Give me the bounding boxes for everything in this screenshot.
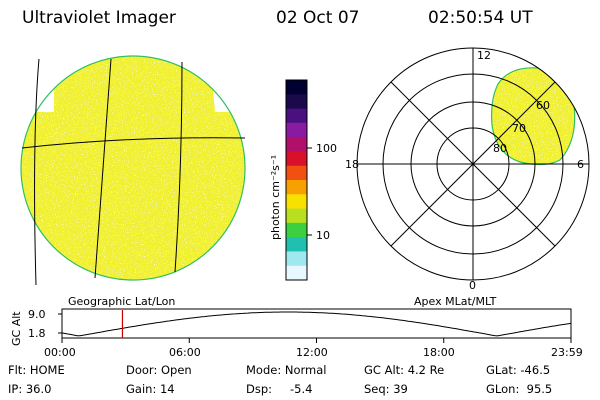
time-label: 02:50:54 UT xyxy=(428,8,533,28)
status-flight: Flt: HOME xyxy=(8,363,65,377)
colorbar-tick-10: 10 xyxy=(316,229,330,242)
colorbar-segment xyxy=(286,194,307,210)
time-tick-2: 12:00 xyxy=(296,346,328,359)
mlat-label-60: 60 xyxy=(536,99,550,112)
colorbar-label: photon cm⁻²s⁻¹ xyxy=(269,155,282,240)
colorbar-segment xyxy=(286,265,307,281)
status-door: Door: Open xyxy=(126,363,192,377)
alt-axis-label: GC Alt xyxy=(10,311,23,346)
colorbar-segment xyxy=(286,165,307,181)
geographic-caption: Geographic Lat/Lon xyxy=(68,295,176,308)
time-tick-0: 00:00 xyxy=(44,346,76,359)
colorbar-segment xyxy=(286,208,307,224)
colorbar-ticks: 100 10 photon cm⁻²s⁻¹ xyxy=(269,142,337,242)
colorbar-segment xyxy=(286,94,307,110)
colorbar-tick-100: 100 xyxy=(316,142,337,155)
colorbar-segment xyxy=(286,108,307,124)
altitude-track: 9.0 1.8 GC Alt xyxy=(10,308,572,346)
colorbar-segment xyxy=(286,80,307,95)
mlat-label-70: 70 xyxy=(512,122,526,135)
status-ip: IP: 36.0 xyxy=(8,382,52,396)
colorbar-segment xyxy=(286,122,307,138)
status-glat: GLat: -46.5 xyxy=(486,363,551,377)
colorbar-segment xyxy=(286,151,307,167)
colorbar-segment xyxy=(286,180,307,195)
time-tick-3: 18:00 xyxy=(423,346,455,359)
date-label: 02 Oct 07 xyxy=(276,8,360,28)
mlat-label-80: 80 xyxy=(493,142,507,155)
colorbar-segment xyxy=(286,251,307,267)
colorbar xyxy=(285,79,308,281)
status-glon: GLon: 95.5 xyxy=(486,382,553,396)
mlt-label-6: 6 xyxy=(577,158,584,171)
status-gc-alt: GC Alt: 4.2 Re xyxy=(364,363,445,377)
instrument-title: Ultraviolet Imager xyxy=(22,8,176,28)
polar-image-panel: 12 18 6 0 80 70 60 xyxy=(345,47,590,292)
alt-tick-9: 9.0 xyxy=(28,308,46,321)
status-mode: Mode: Normal xyxy=(246,363,327,377)
colorbar-segment xyxy=(286,237,307,252)
time-tick-4: 23:59 xyxy=(551,346,583,359)
time-tick-1: 06:00 xyxy=(169,346,201,359)
status-gain: Gain: 14 xyxy=(126,382,175,396)
colorbar-segment xyxy=(286,137,307,152)
status-dsp-value: -5.4 xyxy=(290,382,313,396)
colorbar-segment xyxy=(286,222,307,238)
mlt-label-18: 18 xyxy=(345,158,359,171)
status-seq: Seq: 39 xyxy=(364,382,408,396)
mlt-label-0: 0 xyxy=(469,279,476,292)
alt-tick-1-8: 1.8 xyxy=(28,327,46,340)
apex-caption: Apex MLat/MLT xyxy=(414,295,497,308)
geographic-image-panel xyxy=(20,55,246,290)
mlt-label-12: 12 xyxy=(477,49,491,62)
colorbar-frame xyxy=(285,79,308,281)
status-dsp-label: Dsp: xyxy=(246,382,273,396)
